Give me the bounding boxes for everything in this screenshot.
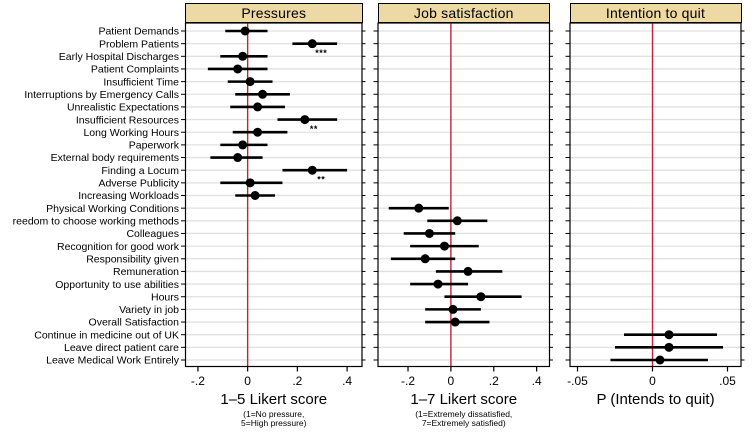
point-estimate <box>258 89 268 99</box>
point-estimate <box>238 51 248 61</box>
x-axis-title: 1–7 Likert score <box>410 391 517 408</box>
row-label: Patient Demands <box>98 26 179 38</box>
row-label: Patient Complaints <box>91 64 179 76</box>
point-estimate <box>414 203 424 213</box>
point-estimate <box>476 292 486 302</box>
point-estimate <box>253 127 263 137</box>
point-estimate <box>450 317 460 327</box>
point-estimate <box>233 153 243 163</box>
row-label: Variety in job <box>119 304 179 316</box>
point-estimate <box>424 228 434 238</box>
row-label: Hours <box>151 291 179 303</box>
panel-border <box>377 22 551 368</box>
x-tick-label: .4 <box>342 374 352 388</box>
point-estimate <box>433 279 443 289</box>
row-label: Unrealistic Expectations <box>67 102 179 114</box>
x-tick-label: 0 <box>244 374 251 388</box>
panel-border <box>569 22 742 368</box>
row-label: Recognition for good work <box>57 241 180 253</box>
x-tick-label: 0 <box>649 374 656 388</box>
row-label: Physical Working Conditions <box>46 203 179 215</box>
point-estimate <box>655 355 665 365</box>
x-axis-subtitle: (1=Extremely dissatisfied, <box>415 409 512 419</box>
row-label: Leave Medical Work Entirely <box>46 355 180 367</box>
point-estimate <box>452 216 462 226</box>
point-estimate <box>253 102 263 112</box>
point-estimate <box>238 140 248 150</box>
panel-plot-area <box>378 23 550 367</box>
x-axis-title: 1–5 Likert score <box>220 391 327 408</box>
x-tick-label: .05 <box>719 374 736 388</box>
panel-header-intention-to-quit: Intention to quit <box>569 3 742 23</box>
point-estimate <box>420 254 430 264</box>
x-tick-label: .2 <box>292 374 302 388</box>
row-label: Responsibility given <box>86 253 179 265</box>
significance-stars: ** <box>310 124 318 134</box>
point-estimate <box>233 64 243 74</box>
row-label: reedom to choose working methods <box>13 216 179 228</box>
x-tick-label: .2 <box>489 374 499 388</box>
row-label: Colleagues <box>126 228 179 240</box>
point-estimate <box>245 77 255 87</box>
point-estimate <box>240 26 250 36</box>
row-label: Insufficient Resources <box>76 114 179 126</box>
row-label: Opportunity to use abilities <box>55 279 179 291</box>
x-tick-label: -.2 <box>191 374 205 388</box>
row-label: External body requirements <box>51 152 179 164</box>
x-axis-subtitle: 7=Extremely satisfied) <box>422 418 506 428</box>
point-estimate <box>300 115 310 125</box>
point-estimate <box>664 330 674 340</box>
row-label: Adverse Publicity <box>98 178 179 190</box>
point-estimate <box>245 178 255 188</box>
row-label: Finding a Locum <box>101 165 179 177</box>
row-label: Continue in medicine out of UK <box>34 329 179 341</box>
point-estimate <box>664 342 674 352</box>
x-tick-label: .4 <box>532 374 542 388</box>
point-estimate <box>463 266 473 276</box>
row-label: Early Hospital Discharges <box>59 51 179 63</box>
panel-border <box>184 22 363 368</box>
row-label: Overall Satisfaction <box>89 317 180 329</box>
x-tick-label: -.05 <box>567 374 588 388</box>
row-label: Leave direct patient care <box>64 342 179 354</box>
row-label: Remuneration <box>113 266 179 278</box>
point-estimate <box>448 304 458 314</box>
x-axis-subtitle: 5=High pressure) <box>241 418 307 428</box>
x-tick-label: 0 <box>448 374 455 388</box>
point-estimate <box>250 191 260 200</box>
row-label: Insufficient Time <box>103 76 179 88</box>
row-label: Long Working Hours <box>83 127 179 139</box>
panel-header-job-satisfaction: Job satisfaction <box>377 3 550 23</box>
row-label: Increasing Workloads <box>78 190 179 202</box>
panel-plot-area <box>570 23 741 367</box>
x-axis-subtitle: (1=No pressure, <box>243 409 304 419</box>
x-axis-title: P (Intends to quit) <box>596 391 714 408</box>
point-estimate <box>439 241 449 251</box>
significance-stars: *** <box>315 48 327 58</box>
point-estimate <box>307 165 317 175</box>
x-tick-label: -.2 <box>401 374 415 388</box>
row-label: Problem Patients <box>99 38 179 50</box>
significance-stars: ** <box>317 175 325 185</box>
row-label: Paperwork <box>129 140 180 152</box>
row-label: Interruptions by Emergency Calls <box>24 89 179 101</box>
point-estimate <box>307 39 317 49</box>
